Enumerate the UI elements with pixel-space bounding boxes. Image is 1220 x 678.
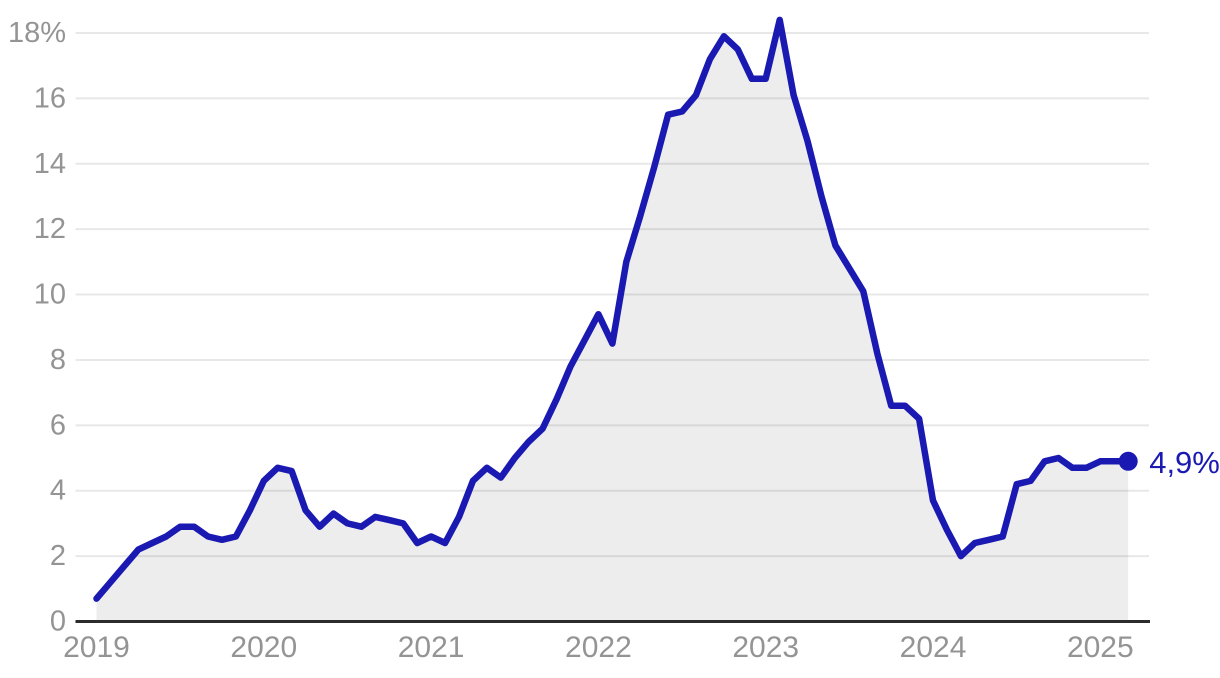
inflation-line — [93, 16, 1132, 602]
y-axis-label: 0 — [50, 606, 66, 638]
x-axis-label: 2019 — [63, 631, 130, 664]
y-axis-label: 4 — [50, 475, 66, 507]
x-axis-label: 2024 — [900, 631, 967, 664]
y-axis-label: 2 — [50, 540, 66, 572]
x-axis-label: 2021 — [398, 631, 465, 664]
end-value-label: 4,9% — [1149, 445, 1220, 480]
y-axis-label: 16 — [34, 82, 66, 114]
y-axis-label: 6 — [50, 409, 66, 441]
last-value-marker — [1118, 451, 1138, 471]
x-axis-label: 2023 — [732, 631, 799, 664]
x-axis-label: 2020 — [230, 631, 297, 664]
area-fill — [96, 19, 1129, 622]
y-axis-label: 12 — [34, 213, 66, 245]
y-axis-label: 18% — [8, 17, 66, 49]
x-axis-label: 2025 — [1067, 631, 1134, 664]
y-axis-label: 8 — [50, 344, 66, 376]
y-axis-label: 10 — [34, 279, 66, 311]
x-axis-label: 2022 — [565, 631, 632, 664]
y-axis-label: 14 — [34, 148, 66, 180]
